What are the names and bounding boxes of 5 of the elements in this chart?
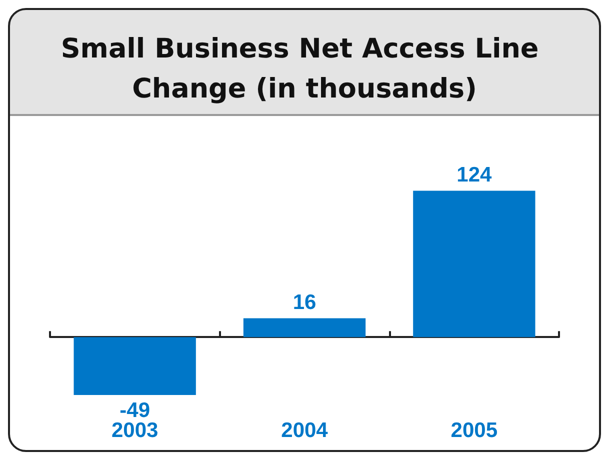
- chart-title: Small Business Net Access Line Change (in thousands): [60, 34, 548, 104]
- x-tick-label: 2004: [281, 419, 328, 442]
- x-tick-label: 2005: [450, 419, 498, 442]
- data-label: 16: [292, 291, 316, 314]
- data-label: 124: [456, 164, 492, 187]
